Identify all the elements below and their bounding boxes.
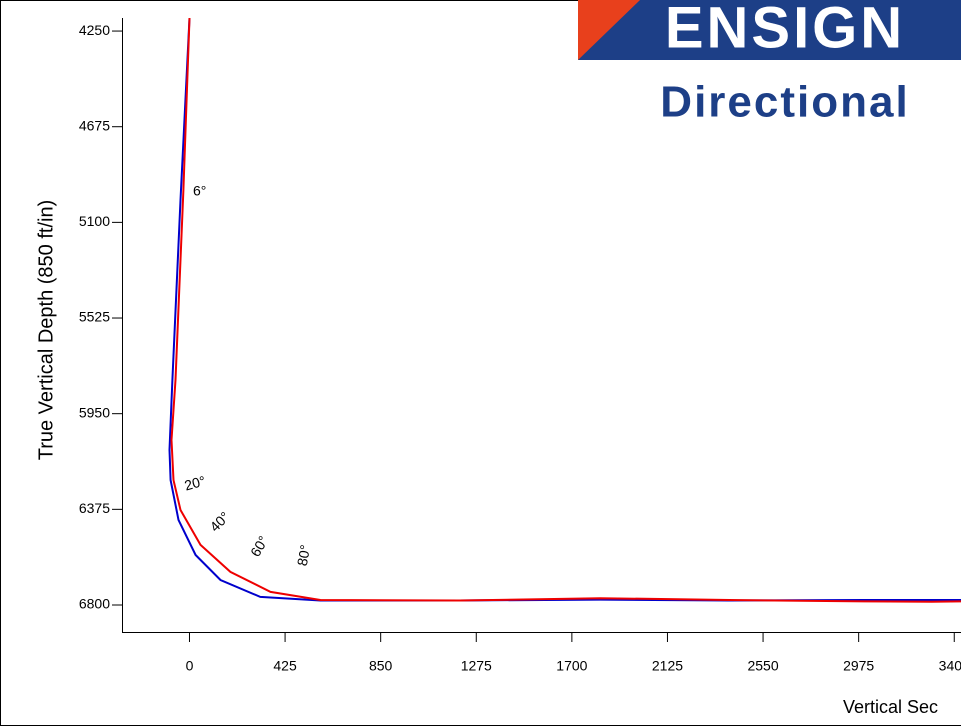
x-tick-label: 2550 [747,658,778,674]
y-tick-label: 5950 [79,404,110,420]
y-tick-label: 6800 [79,596,110,612]
plot-area [168,17,961,603]
logo-triangle [578,0,640,60]
logo-band [578,0,961,60]
y-tick-label: 4250 [79,22,110,38]
x-tick-label: 0 [186,658,194,674]
inclination-label: 80° [294,544,313,568]
x-tick-label: 425 [273,658,297,674]
x-axis-label: Vertical Sec [843,697,938,717]
inclination-label: 40° [206,508,232,534]
well-path [170,17,961,603]
inclination-label: 20° [183,473,208,494]
x-tick-label: 850 [369,658,393,674]
y-axis-label: True Vertical Depth (850 ft/in) [35,200,57,461]
x-tick-label: 2975 [843,658,874,674]
logo: ENSIGN Directional [578,0,961,127]
x-tick-label: 1275 [461,658,492,674]
y-tick-label: 5100 [79,213,110,229]
logo-subtitle: Directional [660,78,909,127]
inclination-label: 6° [193,183,206,199]
x-tick-label: 3400 [939,658,961,674]
y-tick-label: 4675 [79,117,110,133]
y-tick-label: 5525 [79,309,110,325]
x-tick-label: 2125 [652,658,683,674]
y-tick-label: 6375 [79,500,110,516]
inclination-label: 60° [247,533,271,559]
x-tick-label: 1700 [556,658,587,674]
logo-title: ENSIGN [665,0,905,60]
